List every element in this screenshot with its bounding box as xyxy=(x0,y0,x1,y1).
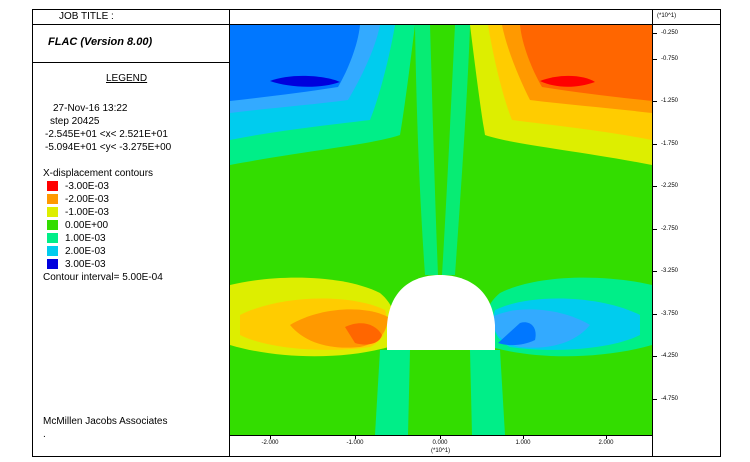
contour-plot xyxy=(230,25,652,435)
x-tick-label: 1.000 xyxy=(515,440,531,446)
contour-label: -3.00E-03 xyxy=(65,181,109,192)
x-axis xyxy=(230,435,652,457)
y-tick xyxy=(652,33,657,34)
program-name: FLAC (Version 8.00) xyxy=(48,36,153,48)
y-tick xyxy=(652,59,657,60)
contour-label: 1.00E-03 xyxy=(65,233,106,244)
contour-swatch xyxy=(47,181,58,191)
footer-dot: . xyxy=(43,429,46,440)
step-count: step 20425 xyxy=(50,116,100,127)
y-tick xyxy=(652,144,657,145)
x-range: -2.545E+01 <x< 2.521E+01 xyxy=(45,129,168,140)
y-scale-label: (*10^1) xyxy=(657,13,677,19)
y-tick-label: -1.750 xyxy=(661,141,679,147)
x-tick xyxy=(523,435,524,439)
y-tick xyxy=(652,229,657,230)
y-tick-label: -1.250 xyxy=(661,98,679,104)
contour-swatch xyxy=(47,220,58,230)
legend-title: LEGEND xyxy=(106,73,148,84)
contour-swatch xyxy=(47,207,58,217)
y-tick xyxy=(652,399,657,400)
contour-label: 0.00E+00 xyxy=(65,220,109,231)
x-scale-label: (*10^1) xyxy=(431,448,451,454)
contour-swatch xyxy=(47,259,58,269)
contour-title: X-displacement contours xyxy=(43,168,154,179)
contour-interval: Contour interval= 5.00E-04 xyxy=(43,272,163,283)
contour-label: 2.00E-03 xyxy=(65,246,106,257)
y-tick-label: -0.250 xyxy=(661,30,679,36)
company-name: McMillen Jacobs Associates xyxy=(43,416,168,427)
y-axis xyxy=(652,9,721,457)
y-tick xyxy=(652,271,657,272)
x-tick xyxy=(355,435,356,439)
x-tick-label: 2.000 xyxy=(598,440,614,446)
contour-label: 3.00E-03 xyxy=(65,259,106,270)
contour-plot-svg xyxy=(230,25,652,435)
contour-label: -2.00E-03 xyxy=(65,194,109,205)
job-title: JOB TITLE : xyxy=(59,11,114,22)
x-tick xyxy=(270,435,271,439)
y-tick-label: -2.750 xyxy=(661,226,679,232)
y-tick-label: -3.250 xyxy=(661,268,679,274)
contour-label: -1.00E-03 xyxy=(65,207,109,218)
legend-panel xyxy=(32,9,230,457)
y-tick-label: -3.750 xyxy=(661,311,679,317)
date-time: 27-Nov-16 13:22 xyxy=(53,103,128,114)
x-tick-label: 0.000 xyxy=(432,440,448,446)
y-tick-label: -0.750 xyxy=(661,56,679,62)
x-tick xyxy=(606,435,607,439)
y-tick-label: -2.250 xyxy=(661,183,679,189)
y-range: -5.094E+01 <y< -3.275E+00 xyxy=(45,142,172,153)
x-tick-label: -1.000 xyxy=(346,440,364,446)
y-tick xyxy=(652,356,657,357)
contour-swatch xyxy=(47,246,58,256)
y-tick xyxy=(652,186,657,187)
contour-swatch xyxy=(47,233,58,243)
y-tick-label: -4.750 xyxy=(661,396,679,402)
program-box: FLAC (Version 8.00) xyxy=(32,25,230,63)
x-tick-label: -2.000 xyxy=(261,440,279,446)
job-title-bar: JOB TITLE : xyxy=(32,9,721,25)
y-tick xyxy=(652,101,657,102)
y-tick xyxy=(652,314,657,315)
x-tick xyxy=(440,435,441,439)
contour-swatch xyxy=(47,194,58,204)
y-tick-label: -4.250 xyxy=(661,353,679,359)
